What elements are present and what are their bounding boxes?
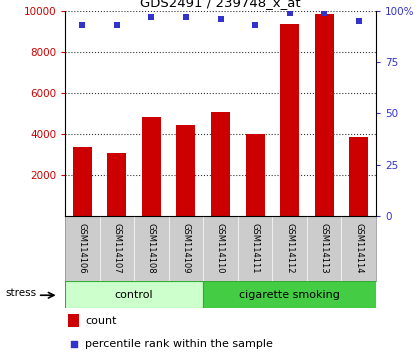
- Point: [148, 14, 155, 19]
- Text: GSM114113: GSM114113: [320, 223, 328, 274]
- Bar: [142, 118, 161, 216]
- Point: [183, 14, 189, 19]
- Bar: [73, 147, 92, 216]
- Text: GSM114112: GSM114112: [285, 223, 294, 274]
- Point: [286, 10, 293, 16]
- Point: [321, 10, 328, 16]
- Point: [355, 18, 362, 24]
- Text: GSM114110: GSM114110: [216, 223, 225, 274]
- Point: [71, 341, 77, 347]
- Bar: [176, 125, 195, 216]
- Bar: [211, 112, 230, 216]
- Text: GSM114108: GSM114108: [147, 223, 156, 274]
- Point: [252, 22, 258, 28]
- Text: GSM114114: GSM114114: [354, 223, 363, 274]
- Text: count: count: [85, 316, 117, 326]
- Bar: [315, 14, 333, 216]
- Text: stress: stress: [5, 289, 37, 298]
- Bar: [246, 134, 265, 216]
- Point: [113, 22, 120, 28]
- Bar: [108, 153, 126, 216]
- Text: cigarette smoking: cigarette smoking: [239, 290, 340, 300]
- Bar: [280, 24, 299, 216]
- Text: GSM114107: GSM114107: [113, 223, 121, 274]
- Bar: [203, 281, 376, 308]
- Bar: [68, 314, 79, 327]
- Point: [217, 16, 224, 22]
- Point: [79, 22, 86, 28]
- Text: control: control: [115, 290, 153, 300]
- Text: GSM114106: GSM114106: [78, 223, 87, 274]
- Title: GDS2491 / 239748_x_at: GDS2491 / 239748_x_at: [140, 0, 301, 10]
- Bar: [349, 137, 368, 216]
- Text: percentile rank within the sample: percentile rank within the sample: [85, 339, 273, 349]
- Text: GSM114109: GSM114109: [181, 223, 190, 274]
- Text: GSM114111: GSM114111: [251, 223, 260, 274]
- Bar: [65, 281, 203, 308]
